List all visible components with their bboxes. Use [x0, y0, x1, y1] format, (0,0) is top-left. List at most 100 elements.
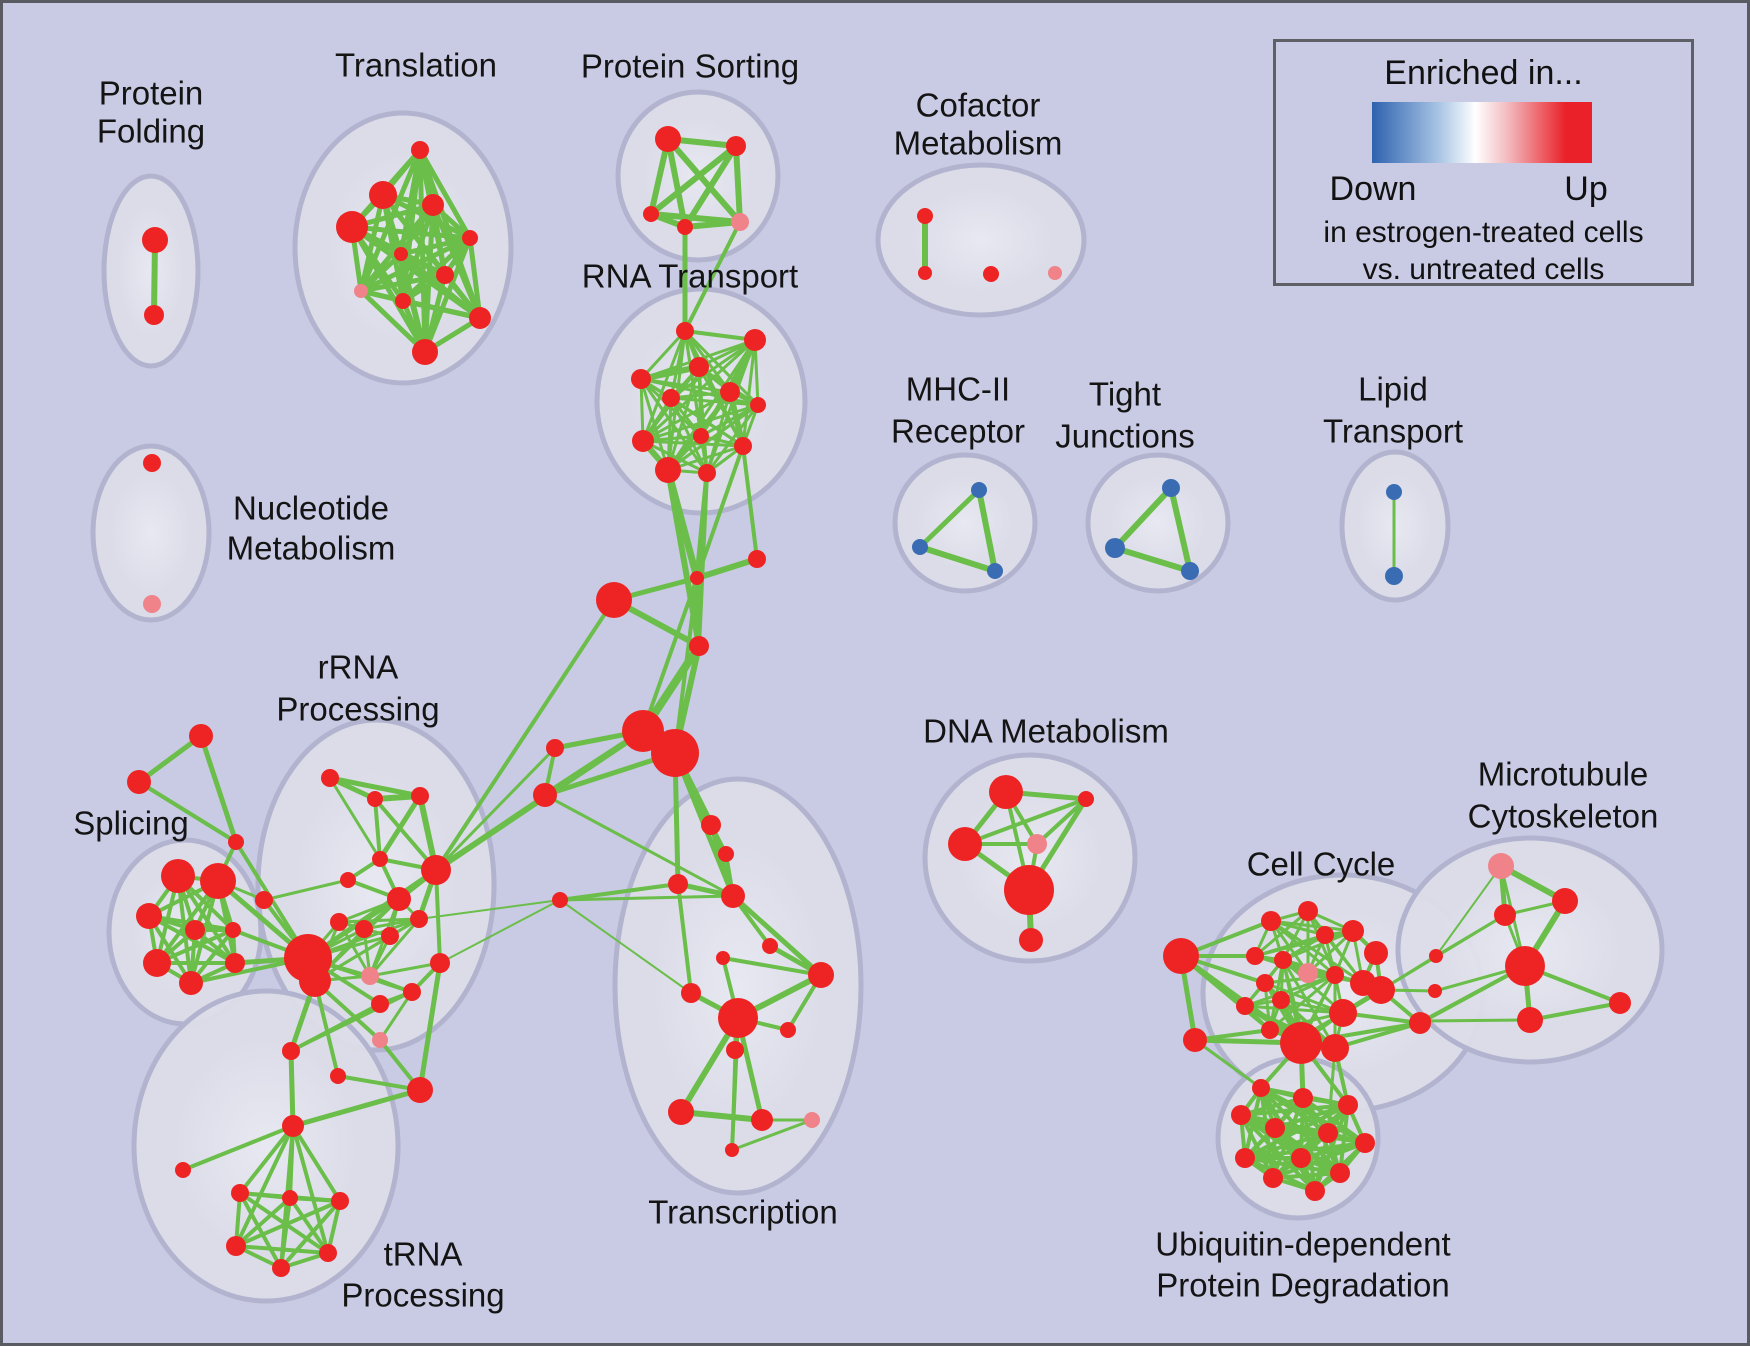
network-node [804, 1112, 820, 1128]
network-edge [917, 487, 982, 550]
network-edge [678, 1109, 765, 1123]
network-node [282, 1115, 304, 1137]
network-node [971, 482, 987, 498]
network-node [1338, 1095, 1358, 1115]
network-node [989, 775, 1023, 809]
network-edge [1168, 485, 1193, 574]
network-edge [327, 775, 423, 799]
network-node [762, 938, 778, 954]
network-edge [1112, 545, 1193, 574]
cluster-label-cell-cycle: Cell Cycle [1247, 846, 1396, 883]
network-edge [234, 1199, 342, 1248]
network-edge [683, 329, 760, 407]
network-node [912, 539, 928, 555]
cluster-label-protein-folding: Folding [97, 113, 205, 150]
network-node [677, 219, 693, 235]
network-node [381, 927, 399, 945]
network-node [1235, 1148, 1255, 1168]
network-edge [417, 960, 443, 1093]
network-node [226, 1236, 246, 1256]
network-node [361, 967, 379, 985]
cluster-label-rna-transport: RNA Transport [582, 258, 798, 295]
network-node [1265, 1118, 1285, 1138]
network-edge [368, 961, 442, 978]
network-edge [176, 874, 193, 985]
network-edge [136, 733, 204, 785]
network-edge [730, 893, 824, 978]
network-edge [305, 867, 439, 961]
network-node [533, 783, 557, 807]
network-edge [558, 894, 735, 902]
network-edge [368, 917, 421, 978]
network-node [1415, 1013, 1431, 1029]
network-node [355, 920, 373, 938]
network-node [143, 949, 171, 977]
cluster-label-ubiquitin-degradation: Ubiquitin-dependent [1155, 1226, 1450, 1263]
network-edge [434, 868, 442, 965]
network-edge [666, 338, 757, 472]
network-node [1261, 1021, 1279, 1039]
network-node [917, 208, 933, 224]
network-node [718, 846, 734, 862]
network-edge [1268, 973, 1337, 1032]
network-node [1274, 951, 1292, 969]
network-edge [289, 990, 414, 1053]
network-node [410, 910, 428, 928]
network-edge [288, 1196, 330, 1255]
network-node [395, 293, 411, 309]
network-edge [641, 576, 699, 733]
network-node [1105, 538, 1125, 558]
network-node [1162, 479, 1180, 497]
network-node [1027, 834, 1047, 854]
network-node [948, 827, 982, 861]
network-node [689, 636, 709, 656]
network-edge [1112, 485, 1174, 551]
network-node [175, 1162, 191, 1178]
network-edge [467, 235, 483, 321]
network-node [185, 920, 205, 940]
network-node [668, 1099, 694, 1125]
network-node [225, 922, 241, 938]
network-edge [648, 143, 739, 217]
network-node [720, 382, 740, 402]
network-node [1428, 984, 1442, 998]
network-node [231, 1184, 249, 1202]
network-node [676, 322, 694, 340]
network-node [632, 430, 654, 452]
network-node [655, 126, 681, 152]
network-edge [238, 1191, 283, 1270]
network-node [1236, 997, 1254, 1015]
network-node [394, 247, 408, 261]
network-node [726, 1041, 744, 1059]
network-edge [279, 1199, 342, 1270]
network-node [430, 953, 450, 973]
network-edge [313, 917, 421, 983]
network-edge [1271, 1141, 1367, 1180]
network-edge [400, 298, 483, 321]
network-edge [358, 272, 448, 294]
network-edge [417, 147, 473, 241]
cluster-label-translation: Translation [335, 47, 497, 84]
network-edge [730, 1118, 814, 1152]
legend-caption-line2: vs. untreated cells [1362, 253, 1605, 286]
network-edge [1035, 797, 1088, 846]
network-node [596, 582, 632, 618]
network-node [1048, 266, 1062, 280]
network-edge [1379, 913, 1507, 992]
network-edge [1243, 1004, 1345, 1015]
network-edge [398, 235, 473, 257]
network-node [1298, 963, 1318, 983]
cluster-label-rrna-processing: rRNA [318, 649, 399, 686]
network-node [411, 141, 429, 159]
network-node [1609, 992, 1631, 1014]
network-node [331, 1192, 349, 1210]
network-node [1329, 999, 1357, 1027]
network-node [690, 571, 704, 585]
network-edge [358, 251, 404, 294]
network-node [1386, 484, 1402, 500]
network-node [1291, 1148, 1311, 1168]
network-edge [1243, 973, 1337, 1008]
network-edge [234, 1244, 330, 1255]
cluster-label-transcription: Transcription [648, 1194, 838, 1231]
network-edge [641, 403, 760, 443]
